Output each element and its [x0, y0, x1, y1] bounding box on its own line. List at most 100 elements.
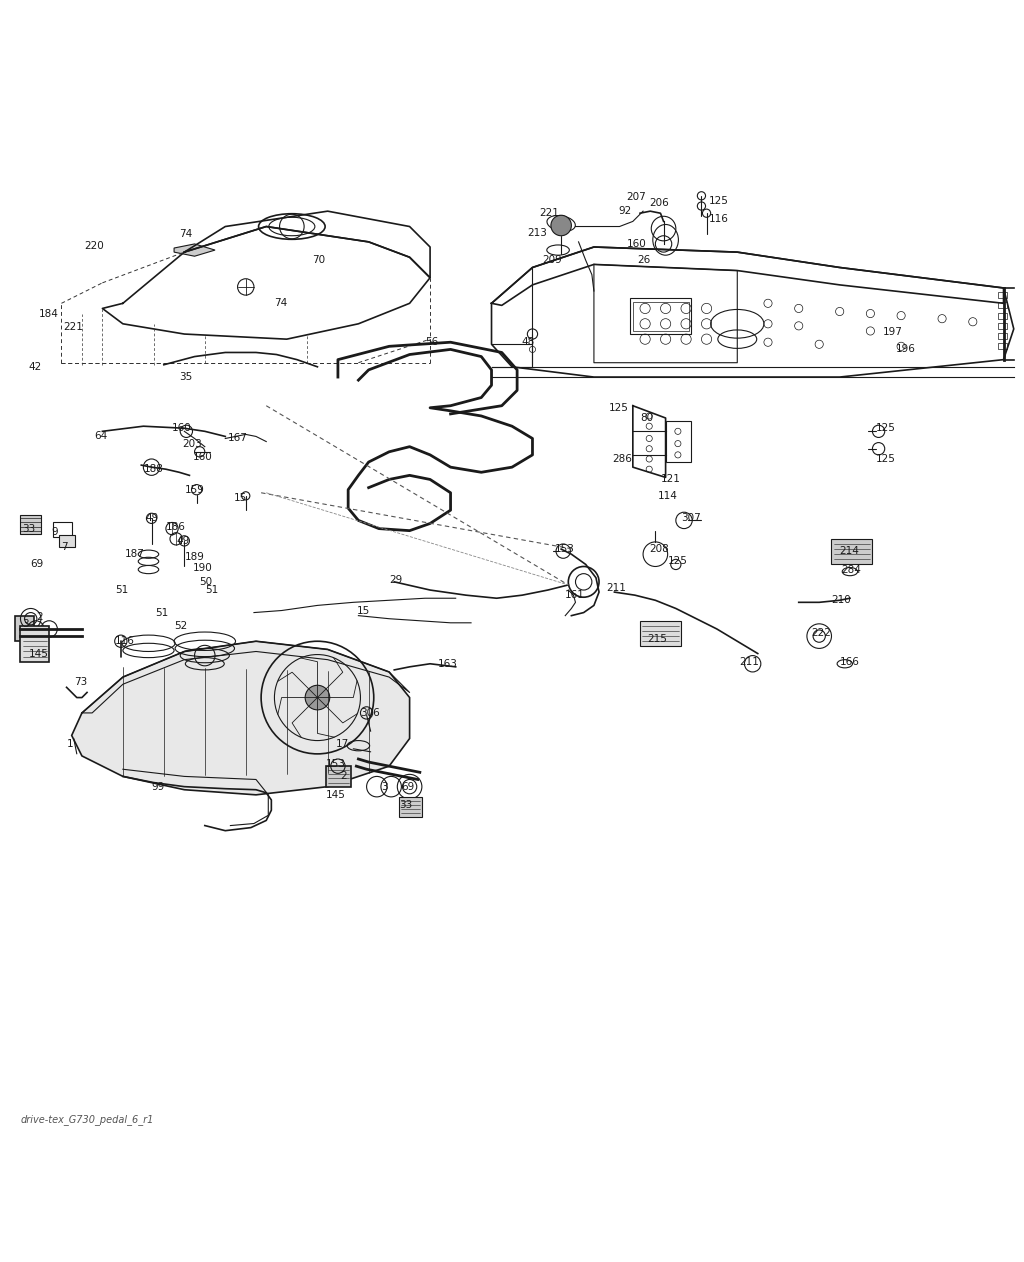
Text: 51: 51 [115, 586, 128, 596]
Bar [998, 343, 1007, 350]
Text: 50: 50 [200, 577, 213, 587]
Text: 52: 52 [174, 621, 187, 631]
Text: 206: 206 [649, 198, 669, 208]
Bar [998, 303, 1007, 308]
Text: 33: 33 [23, 524, 36, 534]
Text: 125: 125 [876, 454, 895, 464]
Text: 208: 208 [649, 544, 669, 554]
Bar [998, 333, 1007, 339]
Bar [53, 522, 72, 536]
Text: 145: 145 [29, 649, 48, 659]
Text: 121: 121 [660, 475, 680, 485]
Bar [666, 422, 691, 462]
Text: 99: 99 [152, 781, 165, 791]
Text: 73: 73 [74, 678, 87, 688]
Text: 42: 42 [29, 362, 42, 372]
Bar [15, 616, 34, 641]
Text: 35: 35 [179, 372, 193, 382]
Text: 211: 211 [606, 583, 626, 593]
Text: 26: 26 [637, 255, 650, 265]
Text: 125: 125 [876, 423, 895, 433]
Bar [399, 796, 422, 818]
Text: 64: 64 [94, 432, 108, 442]
Text: 51: 51 [205, 586, 218, 596]
Bar [20, 515, 41, 534]
Text: 213: 213 [527, 227, 547, 237]
Text: 80: 80 [640, 413, 653, 423]
Text: 284: 284 [842, 564, 861, 574]
Bar [998, 292, 1007, 298]
Text: 221: 221 [63, 322, 83, 332]
Bar [831, 539, 872, 564]
Text: 160: 160 [627, 239, 646, 249]
Text: 197: 197 [883, 327, 902, 337]
Text: 215: 215 [647, 635, 667, 644]
Text: 15: 15 [233, 493, 247, 502]
Text: 222: 222 [811, 628, 830, 639]
Bar [20, 626, 49, 661]
Text: 153: 153 [555, 544, 574, 554]
Text: 161: 161 [565, 591, 585, 601]
Text: 166: 166 [840, 656, 859, 666]
Bar [998, 313, 1007, 319]
Text: 209: 209 [543, 255, 562, 265]
Text: 307: 307 [681, 514, 700, 524]
Text: 92: 92 [618, 206, 632, 216]
Text: 160: 160 [172, 423, 191, 433]
Text: 48: 48 [521, 337, 535, 347]
Text: 153: 153 [326, 760, 345, 769]
Text: 221: 221 [540, 208, 559, 218]
Bar [640, 621, 681, 646]
Text: 214: 214 [840, 546, 859, 557]
Text: 145: 145 [326, 790, 345, 800]
Text: 189: 189 [184, 553, 204, 563]
Text: 186: 186 [166, 521, 185, 531]
Text: 306: 306 [360, 708, 380, 718]
Bar [998, 323, 1007, 329]
Text: 69: 69 [31, 559, 44, 569]
Text: 210: 210 [831, 596, 851, 606]
Polygon shape [72, 641, 410, 795]
Text: 220: 220 [84, 241, 103, 251]
Text: 33: 33 [399, 800, 413, 810]
Text: 3: 3 [23, 618, 29, 628]
Text: 196: 196 [896, 345, 915, 355]
Bar [326, 766, 351, 786]
Text: 163: 163 [438, 659, 458, 669]
Circle shape [551, 216, 571, 236]
Text: 190: 190 [193, 563, 212, 573]
Bar [633, 303, 689, 331]
Text: 56: 56 [425, 337, 438, 347]
Text: 286: 286 [612, 454, 632, 464]
Polygon shape [174, 244, 215, 256]
Text: 7: 7 [61, 543, 68, 551]
Text: 15: 15 [356, 606, 370, 616]
Text: 125: 125 [609, 403, 629, 413]
Text: 49: 49 [145, 514, 159, 524]
Text: 160: 160 [193, 452, 212, 462]
Text: 116: 116 [709, 215, 728, 225]
Text: 159: 159 [184, 485, 204, 495]
Circle shape [305, 685, 330, 709]
Text: 116: 116 [115, 636, 134, 646]
Text: 51: 51 [156, 607, 169, 617]
Text: 29: 29 [389, 574, 402, 584]
Text: 74: 74 [274, 298, 288, 308]
Text: 1: 1 [67, 738, 73, 748]
Bar [59, 535, 75, 546]
Text: 188: 188 [143, 464, 163, 475]
Text: 70: 70 [312, 255, 326, 265]
Text: drive-tex_G730_pedal_6_r1: drive-tex_G730_pedal_6_r1 [20, 1113, 154, 1124]
Text: 187: 187 [125, 549, 144, 559]
Text: 125: 125 [709, 196, 728, 206]
Text: 167: 167 [227, 433, 247, 443]
Text: 211: 211 [739, 656, 759, 666]
Text: 2: 2 [340, 771, 346, 781]
Text: 74: 74 [179, 228, 193, 239]
Text: 184: 184 [39, 309, 58, 318]
Text: 125: 125 [668, 557, 687, 567]
Text: 17: 17 [336, 738, 349, 748]
Text: 49: 49 [176, 536, 189, 546]
Bar [630, 298, 691, 334]
Text: 207: 207 [627, 192, 646, 202]
